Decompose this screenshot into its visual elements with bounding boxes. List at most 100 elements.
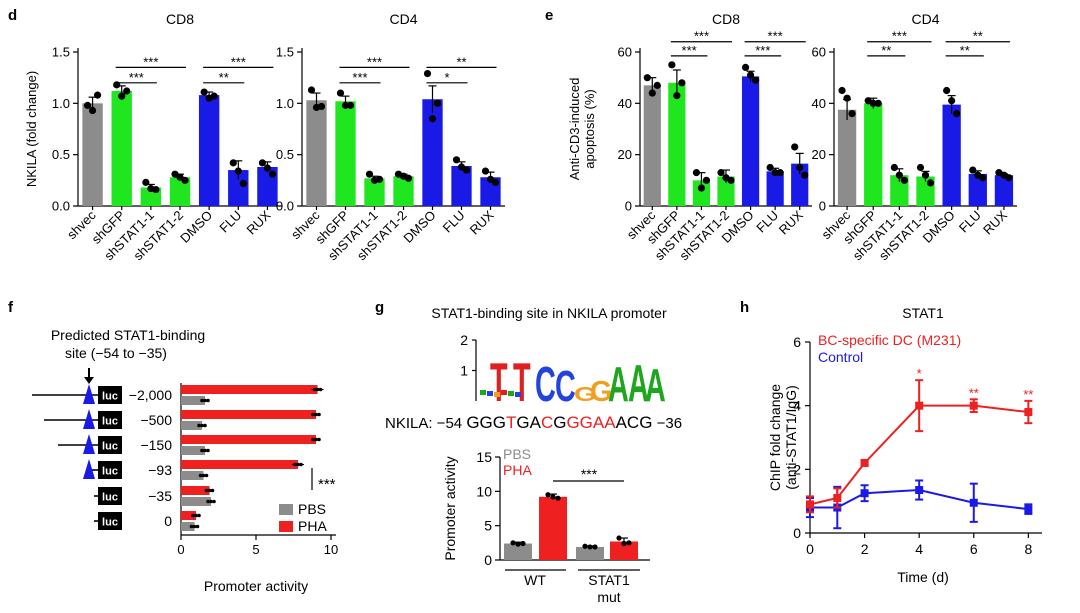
data-point — [203, 423, 207, 428]
x-tick-label: 4 — [915, 541, 923, 557]
group-label-line1: STAT1 — [588, 572, 630, 588]
data-point — [194, 513, 198, 518]
y-axis-label-line2: (anti-STAT1/IgG) — [783, 385, 799, 490]
panel-letter-h: h — [740, 299, 749, 316]
luciferase-label: luc — [102, 466, 118, 478]
legend-label: Control — [818, 349, 863, 365]
binding-site-icon — [83, 434, 95, 454]
bar-pha — [181, 511, 196, 520]
x-tick-label: FLU — [753, 208, 781, 236]
data-point — [717, 169, 725, 177]
bar-pbs — [181, 522, 195, 531]
data-point — [268, 170, 277, 178]
logo-minor-letter — [508, 391, 514, 396]
data-point — [204, 488, 209, 493]
data-point — [653, 81, 661, 89]
sequence-bases: GGG — [466, 413, 506, 432]
luciferase-label: luc — [102, 492, 118, 504]
data-point — [673, 92, 681, 100]
data-point — [206, 398, 210, 403]
y-axis-label-line1: Anti-CD3-induced — [567, 78, 582, 181]
data-point — [452, 156, 461, 164]
bar-pha — [181, 486, 210, 495]
data-point — [746, 71, 755, 79]
significance-label: ** — [456, 54, 466, 69]
y-tick-label: 0.5 — [276, 147, 294, 162]
data-point — [926, 179, 935, 187]
data-point — [314, 412, 318, 417]
luciferase-label: luc — [102, 441, 118, 453]
chart-title: Predicted STAT1-binding site (−54 to −35) — [51, 327, 205, 361]
data-point — [462, 166, 471, 174]
significance-label: *** — [581, 466, 598, 482]
data-point — [953, 110, 961, 118]
data-point — [550, 494, 556, 500]
data-point — [838, 86, 846, 95]
chart-title: CD8 — [166, 11, 194, 27]
bar — [422, 99, 443, 206]
data-point — [404, 174, 413, 182]
data-point — [433, 99, 442, 107]
bar — [994, 175, 1014, 206]
group-label: WT — [524, 572, 546, 588]
significance-label: *** — [318, 476, 336, 493]
luciferase-label: luc — [102, 391, 118, 403]
data-point — [648, 89, 656, 97]
significance-label: ** — [960, 43, 970, 58]
data-point — [317, 102, 326, 111]
bar-pha — [181, 435, 316, 444]
y-tick-label: 1.5 — [276, 45, 294, 60]
x-tick-label: FLU — [956, 208, 984, 236]
bar-pbs — [181, 396, 205, 405]
bar-pbs — [504, 543, 532, 560]
logo-letter: T — [513, 352, 531, 413]
bar-pha — [181, 460, 298, 469]
data-point — [776, 169, 784, 177]
data-point — [874, 99, 882, 107]
y-tick-label: 0 — [484, 552, 492, 568]
data-point — [555, 495, 561, 501]
y-tick-label: 1.0 — [52, 96, 70, 111]
data-point — [296, 462, 300, 467]
data-point — [428, 115, 437, 123]
x-tick-label: DMSO — [400, 208, 438, 246]
significance-label: *** — [367, 54, 382, 69]
bar-pbs — [181, 446, 205, 455]
data-point — [771, 169, 779, 177]
data-point — [123, 87, 131, 95]
chart-d-cd4: CD40.00.51.01.5shvecshGFPshSTAT1-1shSTAT… — [276, 11, 505, 263]
binding-site-icon — [83, 409, 95, 429]
chart-title: CD4 — [389, 11, 417, 27]
data-point — [510, 540, 516, 546]
data-point — [210, 92, 218, 100]
bar-pbs — [181, 421, 202, 430]
bar-pbs — [181, 497, 211, 506]
data-point — [234, 167, 242, 175]
bar-pbs — [181, 471, 204, 480]
logo-letter: T — [490, 352, 508, 413]
construct-label: −2,000 — [129, 387, 172, 403]
bar — [335, 101, 356, 206]
y-tick-label: 40 — [618, 96, 632, 111]
data-point — [969, 498, 978, 507]
sequence-bases: GGAA — [566, 413, 616, 432]
significance-label: *** — [892, 29, 907, 44]
data-point — [346, 101, 355, 109]
data-point — [751, 76, 760, 84]
significance-label: ** — [881, 43, 891, 58]
logo-minor-letter — [487, 391, 493, 396]
sequence-bases: C — [541, 413, 553, 432]
x-tick-label: FLU — [440, 208, 468, 236]
data-point — [741, 63, 750, 71]
luciferase-box — [98, 386, 122, 404]
significance-label: *** — [682, 43, 697, 58]
data-point — [229, 159, 237, 167]
data-point — [860, 458, 869, 467]
construct-label: 0 — [164, 513, 172, 529]
logo-letter: C — [535, 356, 556, 412]
group-label: STAT1 mut — [588, 572, 630, 605]
y-tick-label: 20 — [618, 147, 632, 162]
logo-y-tick-label: 1 — [460, 363, 468, 379]
y-tick-label: 0 — [625, 199, 632, 214]
data-point — [198, 473, 203, 478]
